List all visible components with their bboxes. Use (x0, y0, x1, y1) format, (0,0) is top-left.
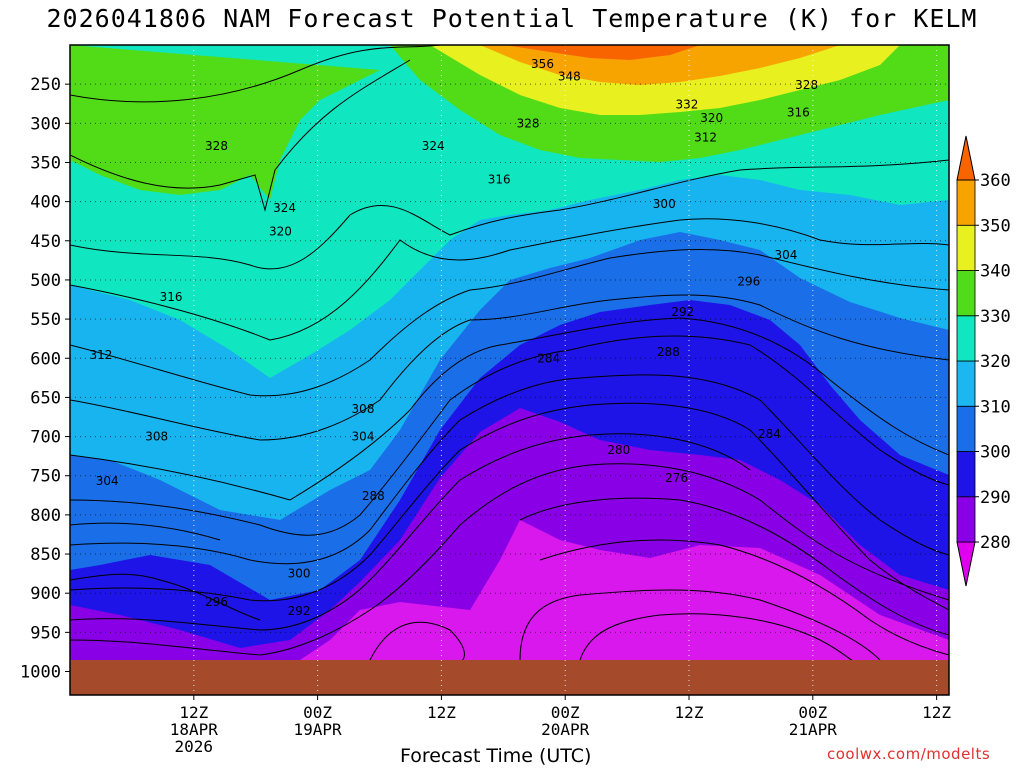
contour-label: 300 (653, 197, 676, 211)
x-tick-label: 12Z (427, 703, 456, 722)
y-tick-label: 350 (30, 153, 61, 173)
y-axis: 250 300 350 400 450 500 550 600 650 700 750 800 850 9… (20, 75, 70, 683)
contour-label: 320 (700, 111, 723, 125)
colorbar-label: 320 (980, 352, 1011, 372)
contour-lines (70, 45, 949, 663)
x-tick-label: 2026 (175, 737, 214, 756)
contour-label: 312 (694, 130, 717, 144)
y-tick-label: 700 (30, 428, 61, 448)
colorbar-swatch (956, 270, 976, 317)
contour-label: 280 (607, 443, 630, 457)
contour-label: 316 (160, 290, 183, 304)
y-tick-label: 800 (30, 506, 61, 526)
y-tick-label: 300 (30, 114, 61, 134)
y-tick-label: 550 (30, 310, 61, 330)
band-370 (505, 45, 700, 60)
contour-label: 328 (205, 139, 228, 153)
x-tick-label: 21APR (789, 720, 838, 739)
y-tick-label: 850 (30, 545, 61, 565)
contour-label: 300 (288, 567, 311, 581)
colorbar-label: 330 (980, 307, 1011, 327)
potential-temperature-field (70, 45, 949, 695)
contour-label: 308 (352, 402, 375, 416)
y-tick-label: 650 (30, 388, 61, 408)
colorbar-label: 350 (980, 216, 1011, 236)
colorbar-arrow-low (956, 541, 976, 587)
colorbar: 280 290 300 310 320 330 340 350 360 (956, 135, 1011, 587)
contour-label: 288 (657, 345, 680, 359)
contour-label: 316 (787, 105, 810, 119)
contour-label: 312 (89, 348, 112, 362)
y-tick-label: 900 (30, 584, 61, 604)
x-tick-label: 12Z (922, 703, 951, 722)
x-tick-label: 00Z (551, 703, 580, 722)
contour-label: 296 (737, 275, 760, 289)
source-credit[interactable]: coolwx.com/modelts (827, 745, 991, 763)
ground-surface (70, 660, 949, 695)
contour-label: 324 (422, 139, 445, 153)
contour-label: 356 (531, 57, 554, 71)
contour-label: 304 (96, 474, 119, 488)
y-tick-label: 250 (30, 75, 61, 95)
contour-label: 304 (352, 430, 375, 444)
colorbar-label: 360 (980, 171, 1011, 191)
contour-label: 284 (537, 351, 560, 365)
plot-frame (69, 44, 950, 696)
y-tick-label: 600 (30, 349, 61, 369)
contour-label: 332 (675, 98, 698, 112)
colorbar-arrow-high (956, 135, 976, 181)
x-tick-label: 20APR (541, 720, 590, 739)
x-tick-label: 12Z (675, 703, 704, 722)
colorbar-label: 310 (980, 397, 1011, 417)
y-tick-label: 1000 (20, 663, 61, 683)
contour-label: 324 (273, 201, 296, 215)
gridlines (70, 45, 949, 695)
y-tick-label: 750 (30, 467, 61, 487)
colorbar-swatch (956, 179, 976, 226)
contour-label: 328 (795, 78, 818, 92)
contour-label: 320 (269, 224, 292, 238)
colorbar-swatch (956, 405, 976, 452)
colorbar-swatch (956, 224, 976, 271)
contour-label: 304 (775, 248, 798, 262)
contour-label: 308 (145, 430, 168, 444)
y-tick-label: 950 (30, 623, 61, 643)
x-axis-label: Forecast Time (UTC) (400, 745, 592, 767)
y-tick-label: 450 (30, 232, 61, 252)
chart-title: 2026041806 NAM Forecast Potential Temper… (46, 4, 978, 33)
contour-label: 276 (665, 471, 688, 485)
contour-label: 316 (488, 173, 511, 187)
contour-label: 348 (558, 69, 581, 83)
y-tick-label: 400 (30, 193, 61, 213)
contour-label: 288 (362, 489, 385, 503)
contour-label: 284 (758, 427, 781, 441)
x-tick-label: 12Z (179, 703, 208, 722)
colorbar-label: 340 (980, 262, 1011, 282)
y-tick-label: 500 (30, 271, 61, 291)
x-tick-label: 00Z (798, 703, 827, 722)
colorbar-swatch (956, 315, 976, 362)
x-tick-label: 18APR (170, 720, 219, 739)
colorbar-swatch (956, 360, 976, 407)
contour-label: 296 (205, 595, 228, 609)
contour-label: 328 (517, 116, 540, 130)
colorbar-swatch (956, 451, 976, 498)
x-tick-label: 00Z (303, 703, 332, 722)
colorbar-label: 300 (980, 443, 1011, 463)
contour-label: 292 (288, 604, 311, 618)
colorbar-label: 290 (980, 488, 1011, 508)
contour-label: 292 (671, 305, 694, 319)
x-tick-label: 19APR (294, 720, 343, 739)
colorbar-swatch (956, 496, 976, 543)
colorbar-label: 280 (980, 533, 1011, 553)
